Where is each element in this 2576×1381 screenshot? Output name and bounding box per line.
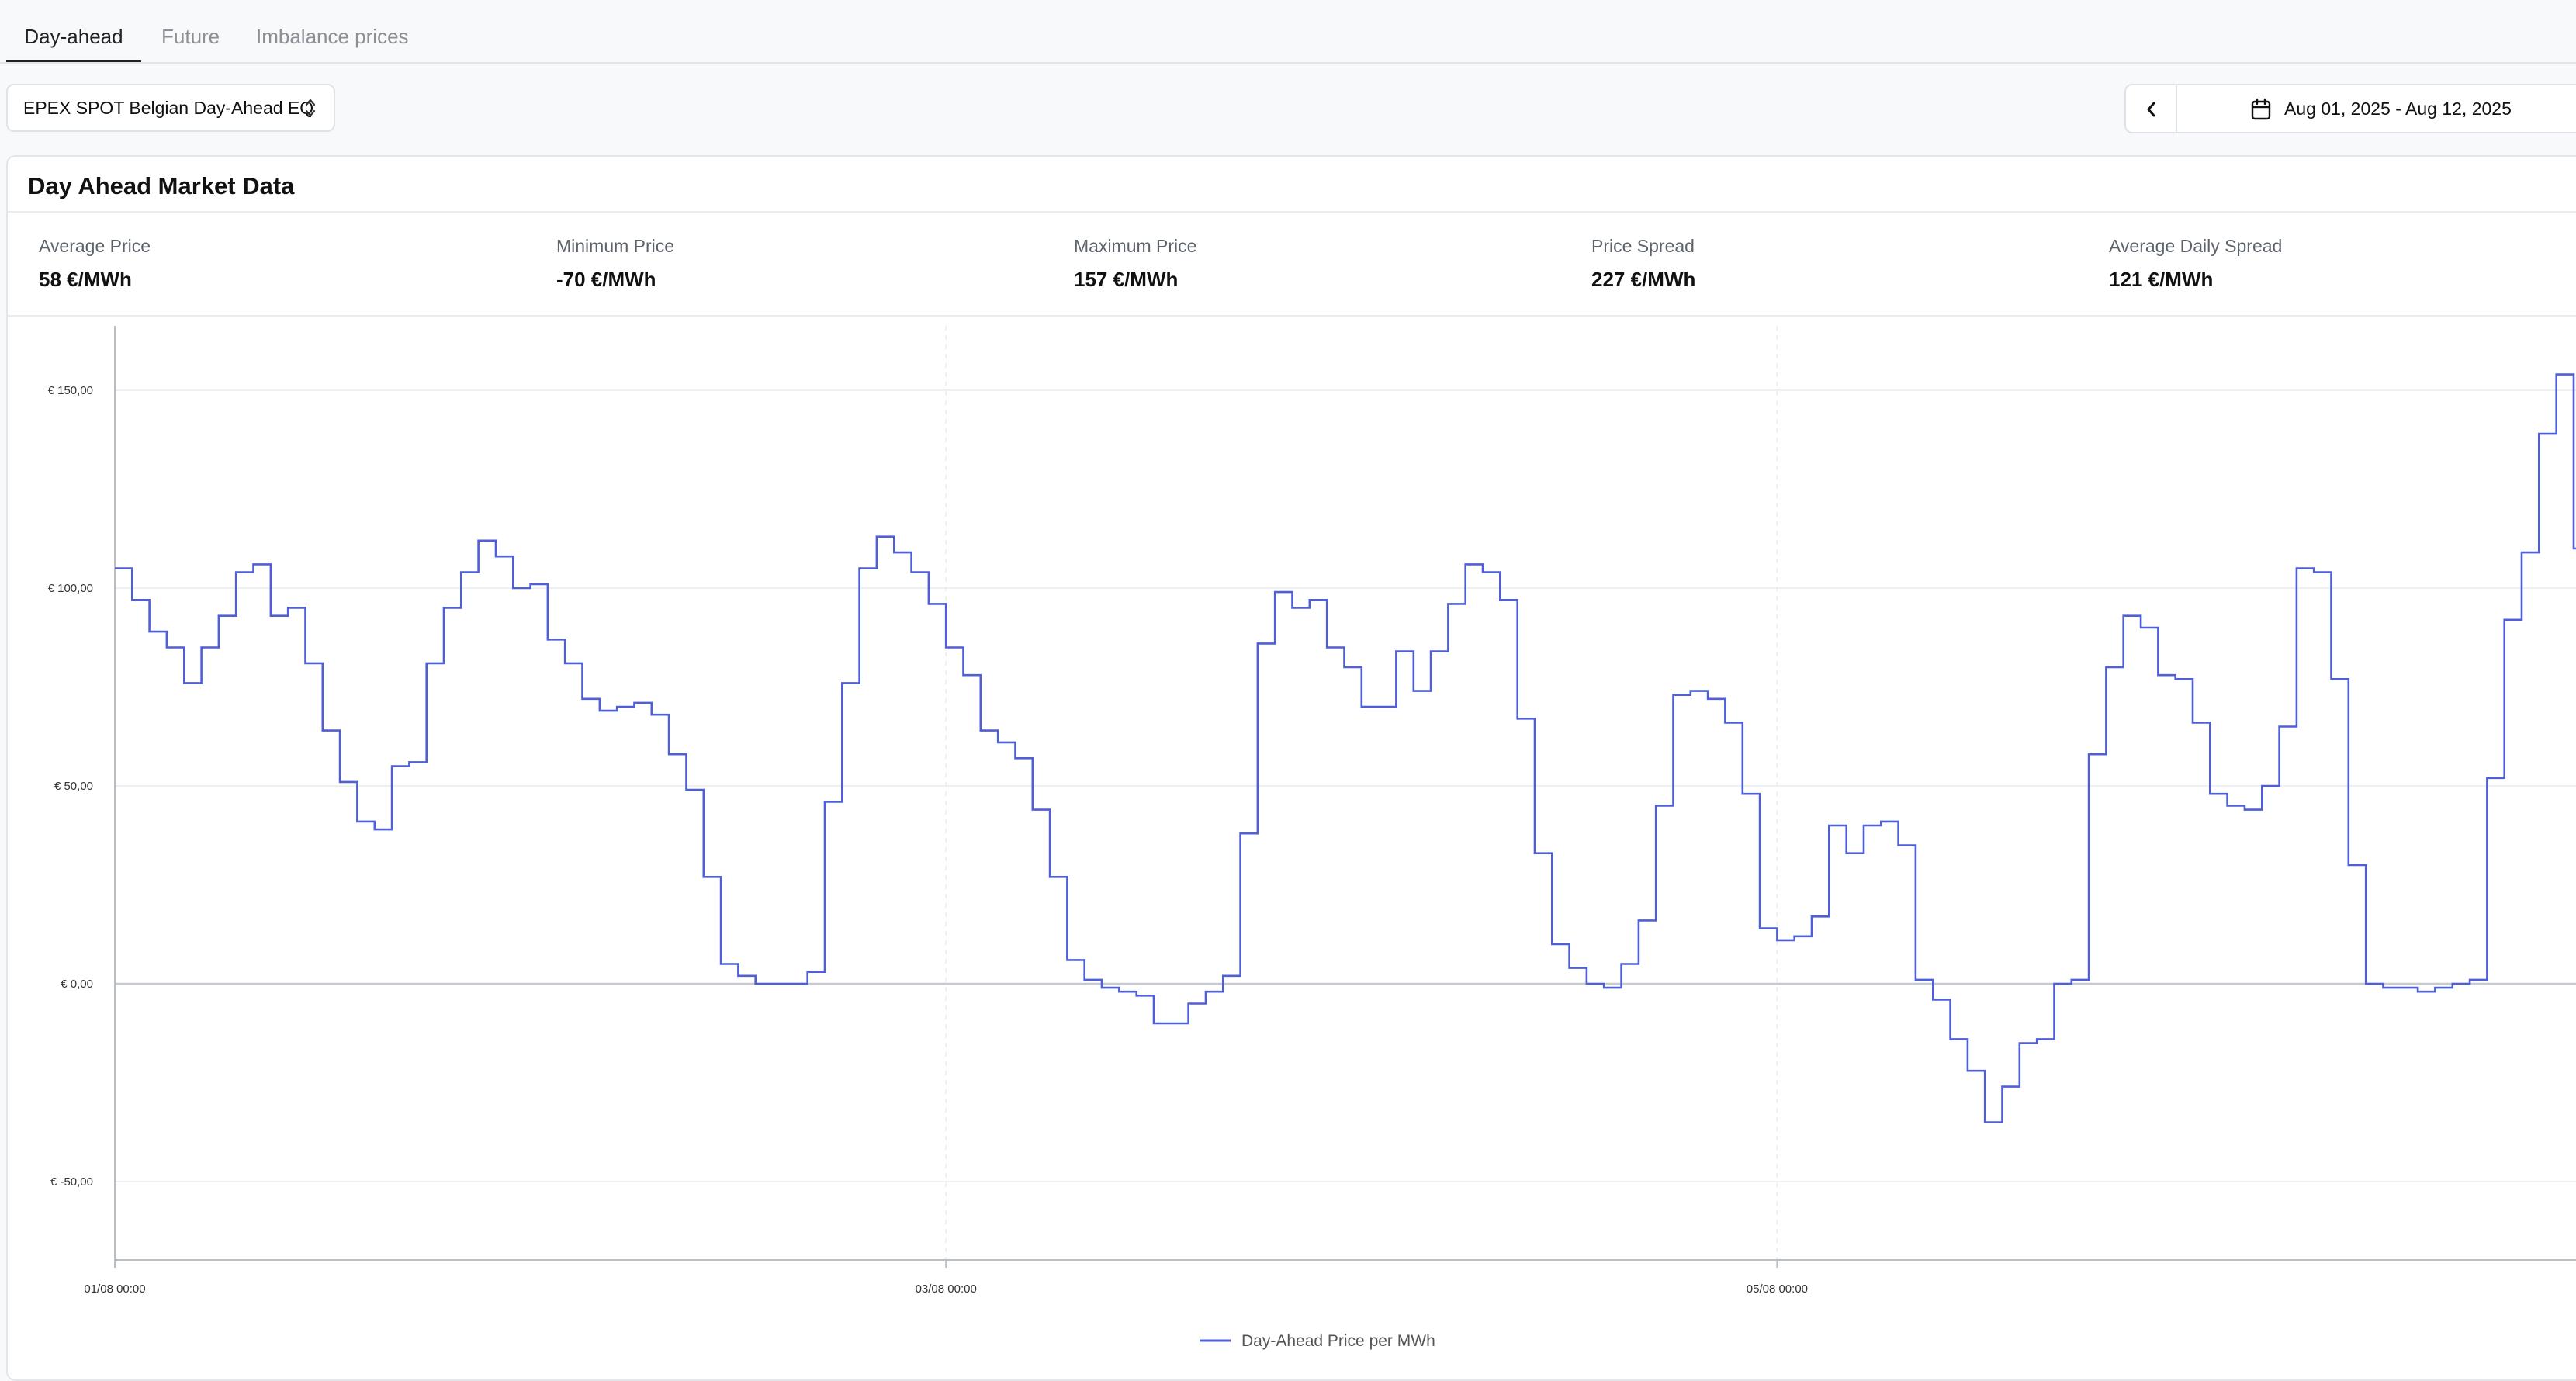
divider (8, 211, 2576, 213)
stat-maximum-price: Maximum Price 157 €/MWh (1074, 236, 1196, 292)
date-range-picker[interactable]: Aug 01, 2025 - Aug 12, 2025 (2124, 84, 2576, 133)
market-data-card: Day Ahead Market Data Average Price 58 €… (6, 155, 2576, 1381)
stat-average-daily-spread: Average Daily Spread 121 €/MWh (2109, 236, 2282, 292)
y-tick-label: € 150,00 (48, 384, 93, 397)
stat-value: 227 €/MWh (1591, 268, 1696, 291)
stat-label: Maximum Price (1074, 236, 1197, 256)
stat-value: 58 €/MWh (39, 268, 132, 291)
chevron-up-down-icon (305, 99, 316, 117)
y-tick-label: € -50,00 (50, 1175, 93, 1189)
series-line-day-ahead-price (115, 373, 2576, 1123)
tab-future[interactable]: Future (161, 25, 220, 48)
stat-label: Price Spread (1591, 236, 1695, 256)
chevron-left-icon (2147, 102, 2155, 117)
stat-average-price: Average Price 58 €/MWh (39, 236, 151, 292)
x-tick-label: 01/08 00:00 (84, 1282, 145, 1296)
card-title: Day Ahead Market Data (28, 172, 295, 199)
tab-imbalance-prices[interactable]: Imbalance prices (256, 25, 409, 48)
calendar-icon (2251, 98, 2271, 120)
y-tick-label: € 50,00 (54, 780, 93, 793)
divider (8, 315, 2576, 317)
x-tick-label: 03/08 00:00 (916, 1282, 977, 1296)
legend-label: Day-Ahead Price per MWh (1241, 1332, 1435, 1350)
date-range-value: Aug 01, 2025 - Aug 12, 2025 (2284, 99, 2512, 119)
stat-value: 157 €/MWh (1074, 268, 1179, 291)
stat-label: Average Price (39, 236, 151, 256)
x-tick-label: 05/08 00:00 (1747, 1282, 1808, 1296)
y-tick-label: € 0,00 (61, 978, 93, 991)
price-chart: € 150,00 € 100,00 € 50,00 € 0,00 € -50,00 01/… (48, 326, 2576, 1350)
stat-minimum-price: Minimum Price -70 €/MWh (556, 236, 674, 292)
market-select-value: EPEX SPOT Belgian Day-Ahead EQ (23, 98, 314, 118)
stat-label: Minimum Price (556, 236, 675, 256)
market-select[interactable]: EPEX SPOT Belgian Day-Ahead EQ (6, 84, 335, 132)
stat-value: -70 €/MWh (556, 268, 656, 291)
stat-label: Average Daily Spread (2109, 236, 2283, 256)
y-tick-label: € 100,00 (48, 582, 93, 595)
stat-value: 121 €/MWh (2109, 268, 2214, 291)
stat-price-spread: Price Spread 227 €/MWh (1591, 236, 1695, 292)
previous-period-button[interactable] (2126, 85, 2177, 132)
tab-day-ahead[interactable]: Day-ahead (6, 0, 141, 62)
tab-bar: Day-ahead Future Imbalance prices (0, 0, 2576, 64)
